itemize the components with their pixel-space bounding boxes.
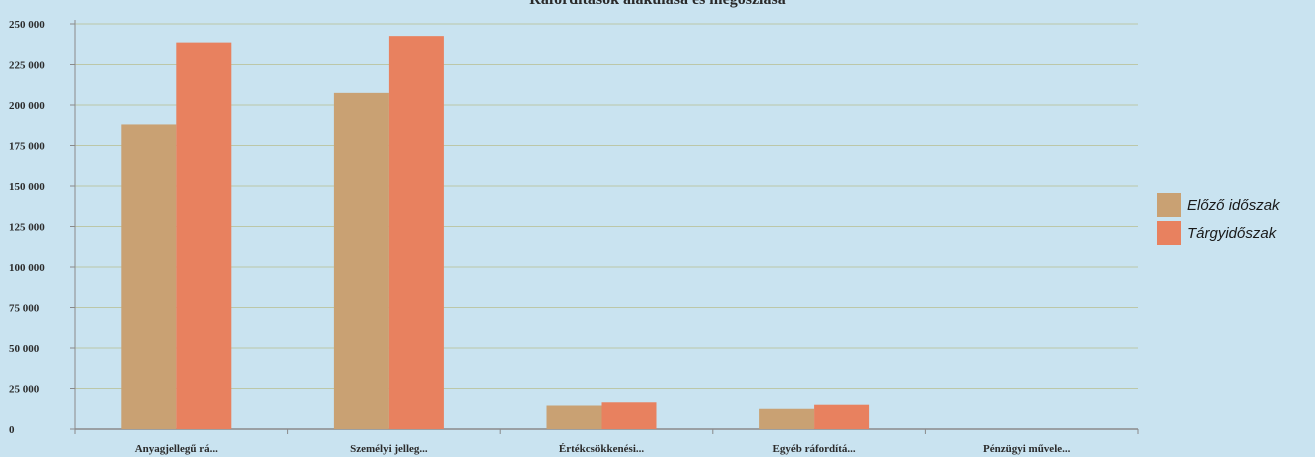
x-tick-label: Egyéb ráfordítá... (773, 443, 856, 455)
y-tick-label: 125 000 (9, 222, 45, 234)
legend-swatch-series-2 (1157, 221, 1181, 245)
bar-1 (333, 92, 389, 429)
y-tick-label: 50 000 (9, 343, 40, 355)
y-tick-label: 0 (9, 424, 15, 436)
bar-2 (601, 402, 657, 429)
x-tick-label: Személyi jelleg... (350, 443, 428, 455)
y-tick-label: 225 000 (9, 60, 45, 72)
x-tick-label: Pénzügyi művele... (983, 443, 1071, 455)
legend-item-series-2: Tárgyidőszak (1157, 219, 1280, 247)
chart-title: Ráfordítások alakulása és megoszlása (0, 0, 1315, 9)
legend-item-series-1: Előző időszak (1157, 191, 1280, 219)
y-tick-label: 250 000 (9, 19, 45, 31)
legend-label-series-2: Tárgyidőszak (1187, 224, 1277, 242)
bar-1 (121, 124, 177, 429)
bar-1 (759, 408, 815, 429)
bar-2 (176, 42, 232, 429)
x-tick-label: Értékcsökkenési... (559, 443, 645, 455)
bar-1 (546, 405, 602, 429)
y-tick-label: 25 000 (9, 384, 40, 396)
legend-swatch-series-1 (1157, 193, 1181, 217)
chart-legend: Előző időszak Tárgyidőszak (1157, 191, 1280, 247)
x-tick-label: Anyagjellegű rá... (135, 443, 218, 455)
y-tick-label: 200 000 (9, 100, 45, 112)
y-tick-label: 100 000 (9, 262, 45, 274)
y-tick-label: 175 000 (9, 141, 45, 153)
bar-2 (388, 36, 444, 430)
y-tick-label: 75 000 (9, 303, 40, 315)
legend-label-series-1: Előző időszak (1187, 196, 1280, 214)
y-tick-label: 150 000 (9, 181, 45, 193)
bar-2 (814, 404, 870, 429)
